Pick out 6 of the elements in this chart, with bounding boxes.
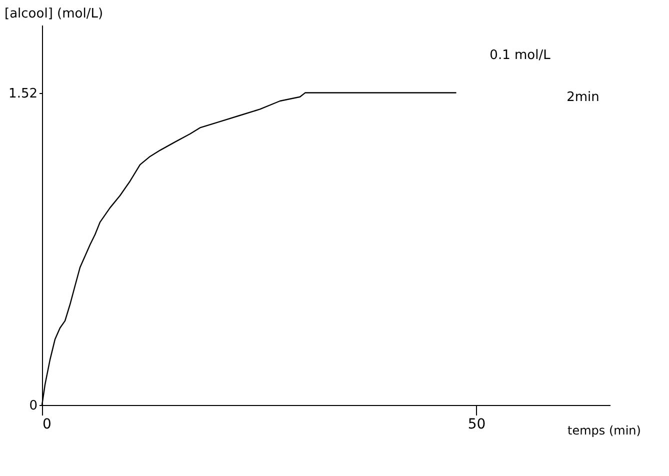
annotation: 2min (566, 90, 600, 105)
annotation: 0.1 mol/L (490, 48, 552, 63)
x-tick-label: 50 (468, 416, 486, 432)
y-axis-title: [alcool] (mol/L) (4, 6, 104, 22)
x-axis-title: temps (min) (568, 424, 641, 438)
y-tick-label: 1.52 (8, 86, 38, 102)
